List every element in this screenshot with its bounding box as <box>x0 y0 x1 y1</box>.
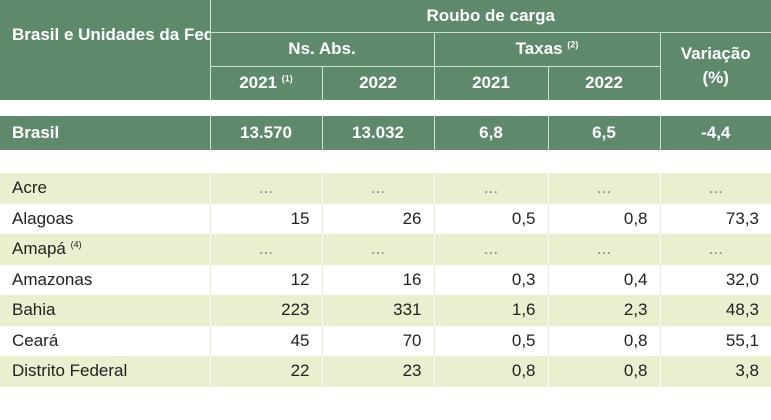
abs-2022-cell: 16 <box>321 264 434 295</box>
year-2021-abs-note: (1) <box>281 73 293 84</box>
state-name: Distrito Federal <box>0 356 210 387</box>
abs-2022-cell: 26 <box>321 203 434 234</box>
brasil-abs-2021: 13.570 <box>209 116 322 150</box>
rate-2022-cell: ... <box>547 234 660 265</box>
variation-cell: 73,3 <box>659 203 771 234</box>
year-2022-rate-header: 2022 <box>547 66 660 100</box>
rate-2021-cell: ... <box>433 173 548 204</box>
brasil-variation: -4,4 <box>659 116 771 150</box>
state-name: Bahia <box>0 295 210 326</box>
table-row: Distrito Federal 22 23 0,8 0,8 3,8 <box>0 356 771 387</box>
rate-2022-cell: 0,8 <box>547 356 660 387</box>
state-note: (4) <box>70 239 82 250</box>
rate-2021-cell: 0,3 <box>433 264 548 295</box>
spacer <box>0 150 771 173</box>
year-2021-rate-header: 2021 <box>433 66 548 100</box>
state-name: Acre <box>0 173 210 204</box>
abs-2022-cell: 23 <box>321 356 434 387</box>
abs-2021-cell: 223 <box>209 295 322 326</box>
rate-2021-cell: 0,8 <box>433 356 548 387</box>
abs-2021-cell: 45 <box>209 325 322 356</box>
state-name: Alagoas <box>0 203 210 234</box>
state-name: Amapá (4) <box>0 234 210 265</box>
rate-2022-cell: ... <box>547 173 660 204</box>
state-name: Amazonas <box>0 264 210 295</box>
rate-2021-cell: ... <box>433 234 548 265</box>
rate-2021-cell: 0,5 <box>433 203 548 234</box>
brasil-rate-2022: 6,5 <box>547 116 660 150</box>
year-2021-abs-label: 2021 <box>239 73 278 93</box>
abs-2021-cell: 15 <box>209 203 322 234</box>
abs-2022-cell: ... <box>321 234 434 265</box>
variation-unit: (%) <box>702 68 729 88</box>
year-2021-abs-header: 2021 (1) <box>209 66 322 100</box>
rate-2021-cell: 1,6 <box>433 295 548 326</box>
variation-cell: ... <box>659 234 771 265</box>
year-2022-abs-header: 2022 <box>321 66 434 100</box>
abs-header: Ns. Abs. <box>209 32 434 67</box>
table-row: Alagoas 15 26 0,5 0,8 73,3 <box>0 203 771 234</box>
table-row: Bahia 223 331 1,6 2,3 48,3 <box>0 295 771 326</box>
rate-2022-cell: 0,8 <box>547 203 660 234</box>
abs-2021-cell: 22 <box>209 356 322 387</box>
variation-cell: 32,0 <box>659 264 771 295</box>
brasil-abs-2022: 13.032 <box>321 116 434 150</box>
variation-header: Variação (%) <box>659 32 771 100</box>
rates-header: Taxas (2) <box>433 32 660 67</box>
group-title: Roubo de carga <box>209 0 771 33</box>
abs-2021-cell: ... <box>209 173 322 204</box>
table-row: Amapá (4) ... ... ... ... ... <box>0 234 771 265</box>
brasil-rate-2021: 6,8 <box>433 116 548 150</box>
abs-2021-cell: ... <box>209 234 322 265</box>
table-row: Amazonas 12 16 0,3 0,4 32,0 <box>0 264 771 295</box>
state-name: Ceará <box>0 325 210 356</box>
variation-label: Variação <box>680 44 751 64</box>
variation-cell: ... <box>659 173 771 204</box>
rates-note: (2) <box>567 39 579 50</box>
brasil-name: Brasil <box>0 116 210 150</box>
rate-2021-cell: 0,5 <box>433 325 548 356</box>
state-name-text: Amapá <box>12 239 66 259</box>
cargo-theft-table: Brasil e Unidades da Federação Roubo de … <box>0 0 771 387</box>
abs-2022-cell: 70 <box>321 325 434 356</box>
table-row: Acre ... ... ... ... ... <box>0 173 771 204</box>
spacer <box>0 100 771 116</box>
table-row: Ceará 45 70 0,5 0,8 55,1 <box>0 325 771 356</box>
variation-cell: 48,3 <box>659 295 771 326</box>
rate-2022-cell: 0,4 <box>547 264 660 295</box>
abs-2021-cell: 12 <box>209 264 322 295</box>
rates-label: Taxas <box>515 39 563 58</box>
variation-cell: 55,1 <box>659 325 771 356</box>
region-column-header: Brasil e Unidades da Federação <box>0 0 210 100</box>
rate-2022-cell: 0,8 <box>547 325 660 356</box>
brasil-row: Brasil 13.570 13.032 6,8 6,5 -4,4 <box>0 116 771 150</box>
abs-2022-cell: 331 <box>321 295 434 326</box>
rate-2022-cell: 2,3 <box>547 295 660 326</box>
abs-2022-cell: ... <box>321 173 434 204</box>
variation-cell: 3,8 <box>659 356 771 387</box>
